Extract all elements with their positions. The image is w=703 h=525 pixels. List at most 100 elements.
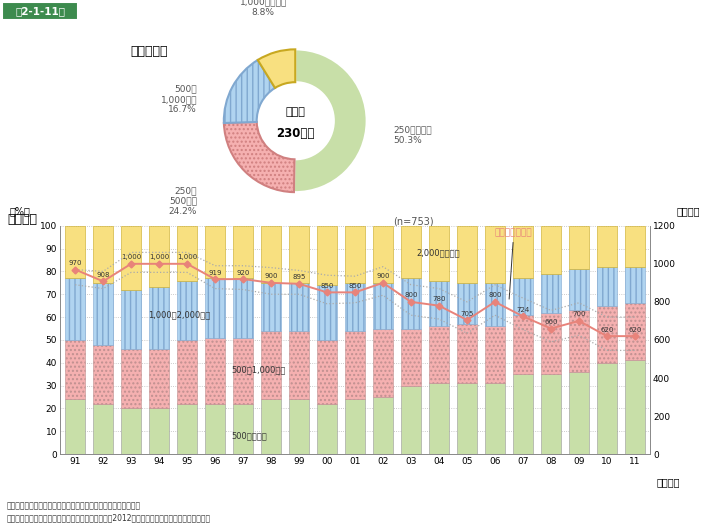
Bar — [233, 278, 253, 338]
Text: （注）　開業時に準備した自己資金額については、2012年度新規開業実態調査を用いている。: （注） 開業時に準備した自己資金額については、2012年度新規開業実態調査を用い… — [7, 513, 211, 522]
Bar — [205, 338, 225, 404]
Text: 250～
500万円
24.2%: 250～ 500万円 24.2% — [169, 186, 197, 216]
Bar — [569, 226, 589, 269]
Bar — [261, 400, 281, 454]
Bar — [625, 361, 645, 454]
Bar — [289, 283, 309, 331]
Bar — [345, 226, 365, 283]
Wedge shape — [224, 122, 295, 192]
Bar — [149, 349, 169, 408]
Text: 1,000: 1,000 — [149, 255, 169, 260]
Text: 自己資金額: 自己資金額 — [130, 45, 167, 58]
Bar — [261, 283, 281, 331]
Text: 250万円未満
50.3%: 250万円未満 50.3% — [394, 125, 432, 145]
Bar — [121, 226, 141, 290]
Bar — [65, 340, 85, 400]
Text: 中央値（右軸）: 中央値（右軸） — [495, 228, 533, 299]
Bar — [93, 344, 113, 404]
Bar — [205, 278, 225, 338]
Text: 919: 919 — [208, 270, 222, 276]
Text: 2,000万円以上: 2,000万円以上 — [417, 248, 460, 257]
Text: 908: 908 — [96, 272, 110, 278]
Bar — [401, 329, 421, 385]
Text: 第2-1-11図: 第2-1-11図 — [15, 6, 66, 16]
Bar — [541, 312, 561, 374]
Text: 1,000～2,000万円: 1,000～2,000万円 — [148, 310, 210, 319]
Bar — [625, 267, 645, 303]
Wedge shape — [294, 49, 367, 192]
Bar — [569, 372, 589, 454]
Bar — [625, 303, 645, 361]
Bar — [345, 283, 365, 331]
Bar — [177, 404, 197, 454]
Text: 1,000: 1,000 — [177, 255, 198, 260]
Text: 970: 970 — [68, 260, 82, 266]
Bar — [65, 278, 85, 340]
Text: 660: 660 — [544, 319, 557, 325]
Bar — [317, 340, 337, 404]
Bar — [457, 226, 477, 283]
Text: 900: 900 — [264, 274, 278, 279]
Text: 920: 920 — [236, 270, 250, 276]
Bar — [597, 226, 617, 267]
Text: 開業費用: 開業費用 — [7, 213, 37, 226]
Bar — [429, 326, 449, 383]
Text: 中央値: 中央値 — [285, 107, 305, 117]
Bar — [569, 269, 589, 310]
Bar — [261, 226, 281, 283]
Text: 800: 800 — [488, 292, 502, 298]
Bar — [149, 226, 169, 287]
Bar — [177, 340, 197, 404]
Text: 500万円未満: 500万円未満 — [232, 431, 268, 440]
Bar — [429, 383, 449, 454]
Bar — [373, 283, 393, 329]
Text: 700: 700 — [572, 311, 586, 318]
Text: 780: 780 — [432, 296, 446, 302]
Text: （%）: （%） — [10, 207, 30, 217]
Text: 895: 895 — [292, 275, 306, 280]
Text: 724: 724 — [516, 307, 529, 313]
Bar — [345, 331, 365, 400]
Bar — [93, 283, 113, 344]
Bar — [485, 226, 505, 283]
Bar — [429, 280, 449, 326]
Bar — [205, 404, 225, 454]
Bar — [513, 226, 533, 278]
Text: 500～
1,000万円
16.7%: 500～ 1,000万円 16.7% — [160, 85, 197, 114]
Text: 1,000: 1,000 — [121, 255, 141, 260]
Bar — [597, 363, 617, 454]
Bar — [401, 226, 421, 278]
Text: 620: 620 — [628, 327, 642, 333]
Text: 705: 705 — [460, 310, 474, 317]
Text: 850: 850 — [321, 283, 334, 289]
Bar — [93, 226, 113, 283]
Wedge shape — [258, 49, 295, 88]
Bar — [289, 226, 309, 283]
Bar — [373, 397, 393, 454]
Text: 230万円: 230万円 — [276, 127, 314, 140]
Bar — [485, 283, 505, 326]
Bar — [569, 310, 589, 372]
Text: （年度）: （年度） — [656, 477, 680, 487]
Text: 開業時に準備した自己資金額と開業費用の推移: 開業時に準備した自己資金額と開業費用の推移 — [88, 5, 235, 17]
Bar — [177, 280, 197, 340]
Bar — [93, 404, 113, 454]
Bar — [401, 278, 421, 329]
Text: 1,000万円以上
8.8%: 1,000万円以上 8.8% — [240, 0, 287, 17]
Bar — [261, 331, 281, 400]
Text: (n=753): (n=753) — [394, 216, 434, 226]
Text: 620: 620 — [600, 327, 614, 333]
Bar — [541, 226, 561, 274]
Bar — [429, 226, 449, 280]
Bar — [513, 374, 533, 454]
Bar — [597, 267, 617, 306]
Bar — [233, 338, 253, 404]
Bar — [513, 315, 533, 374]
Bar — [149, 408, 169, 454]
Text: 900: 900 — [376, 274, 389, 279]
Bar — [485, 383, 505, 454]
Bar — [65, 226, 85, 278]
Bar — [345, 400, 365, 454]
Bar — [233, 404, 253, 454]
Bar — [289, 331, 309, 400]
